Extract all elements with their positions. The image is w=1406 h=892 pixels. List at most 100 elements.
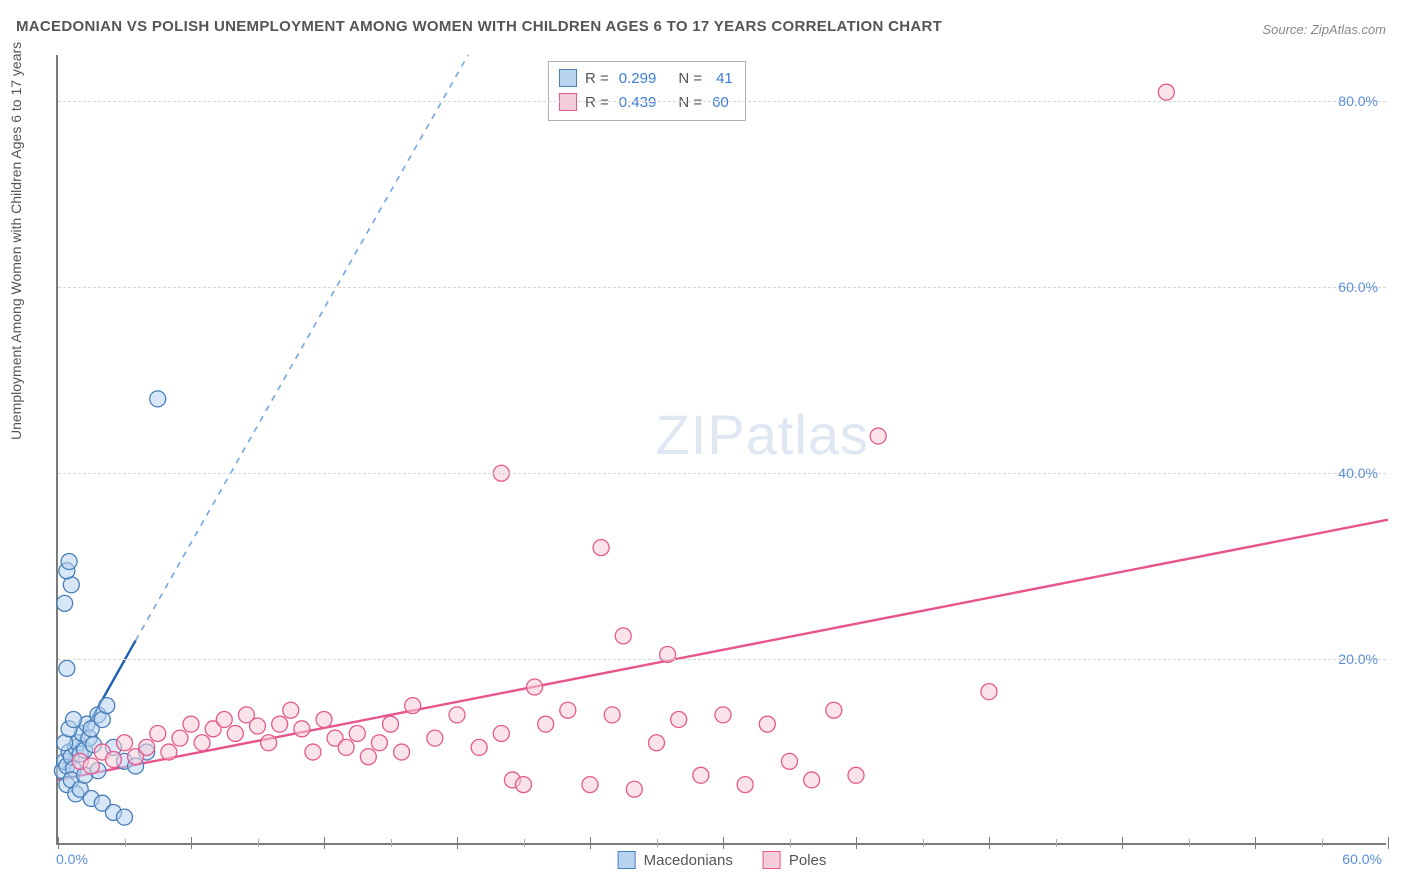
x-tick-major xyxy=(1122,837,1123,849)
x-tick-minor xyxy=(923,839,924,847)
data-point xyxy=(117,809,133,825)
chart-title: MACEDONIAN VS POLISH UNEMPLOYMENT AMONG … xyxy=(16,18,942,35)
data-point xyxy=(99,698,115,714)
x-axis-max-label: 60.0% xyxy=(1342,851,1382,867)
y-tick-label: 40.0% xyxy=(1338,465,1378,481)
legend-label: Poles xyxy=(789,852,827,869)
data-point xyxy=(870,428,886,444)
data-point xyxy=(349,725,365,741)
data-point xyxy=(1158,84,1174,100)
data-point xyxy=(759,716,775,732)
data-point xyxy=(250,718,266,734)
x-tick-major xyxy=(856,837,857,849)
data-point xyxy=(615,628,631,644)
data-point xyxy=(449,707,465,723)
data-point xyxy=(150,725,166,741)
data-point xyxy=(604,707,620,723)
data-point xyxy=(57,595,73,611)
data-point xyxy=(626,781,642,797)
data-point xyxy=(272,716,288,732)
x-tick-minor xyxy=(524,839,525,847)
x-tick-major xyxy=(324,837,325,849)
data-point xyxy=(981,684,997,700)
data-point xyxy=(338,739,354,755)
data-point xyxy=(538,716,554,732)
gridline xyxy=(58,287,1386,288)
x-tick-minor xyxy=(1056,839,1057,847)
data-point xyxy=(183,716,199,732)
data-point xyxy=(360,749,376,765)
data-point xyxy=(216,712,232,728)
data-point xyxy=(139,739,155,755)
data-point xyxy=(161,744,177,760)
data-point xyxy=(737,777,753,793)
data-point xyxy=(283,702,299,718)
data-point xyxy=(83,758,99,774)
data-point xyxy=(582,777,598,793)
data-point xyxy=(427,730,443,746)
gridline xyxy=(58,659,1386,660)
data-point xyxy=(66,712,82,728)
data-point xyxy=(294,721,310,737)
chart-svg xyxy=(58,55,1386,843)
data-point xyxy=(804,772,820,788)
data-point xyxy=(405,698,421,714)
x-tick-minor xyxy=(1322,839,1323,847)
data-point xyxy=(671,712,687,728)
data-point xyxy=(150,391,166,407)
data-point xyxy=(826,702,842,718)
data-point xyxy=(848,767,864,783)
x-tick-major xyxy=(1388,837,1389,849)
y-tick-label: 20.0% xyxy=(1338,651,1378,667)
data-point xyxy=(560,702,576,718)
y-tick-label: 80.0% xyxy=(1338,93,1378,109)
data-point xyxy=(394,744,410,760)
data-point xyxy=(693,767,709,783)
data-point xyxy=(305,744,321,760)
x-tick-minor xyxy=(391,839,392,847)
bottom-legend: Macedonians Poles xyxy=(618,851,827,869)
data-point xyxy=(715,707,731,723)
data-point xyxy=(371,735,387,751)
data-point xyxy=(649,735,665,751)
x-tick-minor xyxy=(790,839,791,847)
x-tick-major xyxy=(590,837,591,849)
data-point xyxy=(105,751,121,767)
data-point xyxy=(59,660,75,676)
data-point xyxy=(61,554,77,570)
data-point xyxy=(782,753,798,769)
data-point xyxy=(316,712,332,728)
x-tick-minor xyxy=(1189,839,1190,847)
swatch-icon xyxy=(763,851,781,869)
data-point xyxy=(194,735,210,751)
x-tick-major xyxy=(191,837,192,849)
fit-line xyxy=(58,520,1388,780)
y-axis-label: Unemployment Among Women with Children A… xyxy=(8,42,24,440)
plot-area: ZIPatlas R = 0.299 N = 41 R = 0.439 N = … xyxy=(56,55,1386,845)
data-point xyxy=(527,679,543,695)
x-tick-major xyxy=(58,837,59,849)
x-axis-min-label: 0.0% xyxy=(56,851,88,867)
fit-line-extrapolated xyxy=(136,55,469,641)
x-tick-major xyxy=(989,837,990,849)
data-point xyxy=(117,735,133,751)
swatch-icon xyxy=(618,851,636,869)
data-point xyxy=(471,739,487,755)
legend-item-macedonians: Macedonians xyxy=(618,851,733,869)
legend-item-poles: Poles xyxy=(763,851,827,869)
x-tick-minor xyxy=(657,839,658,847)
data-point xyxy=(516,777,532,793)
x-tick-major xyxy=(457,837,458,849)
gridline xyxy=(58,473,1386,474)
x-tick-major xyxy=(723,837,724,849)
x-tick-minor xyxy=(125,839,126,847)
data-point xyxy=(172,730,188,746)
data-point xyxy=(593,540,609,556)
y-tick-label: 60.0% xyxy=(1338,279,1378,295)
x-tick-minor xyxy=(258,839,259,847)
data-point xyxy=(227,725,243,741)
data-point xyxy=(261,735,277,751)
gridline xyxy=(58,101,1386,102)
data-point xyxy=(493,725,509,741)
x-tick-major xyxy=(1255,837,1256,849)
